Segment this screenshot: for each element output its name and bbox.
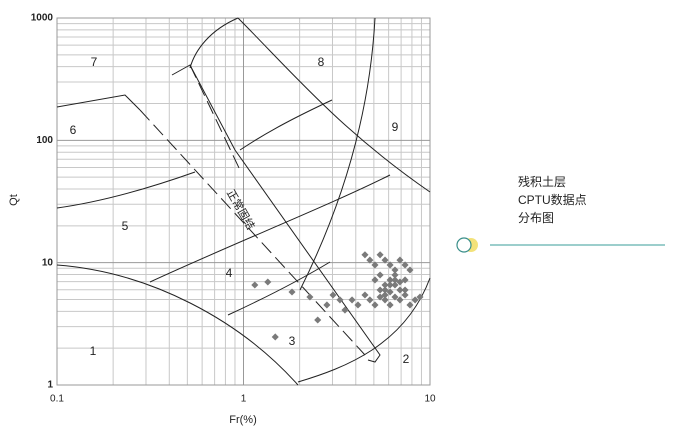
zone-label: 7 [91,55,98,69]
y-tick-label: 1000 [31,13,54,24]
data-point [391,281,399,289]
y-tick-label: 10 [42,257,54,268]
data-point [381,291,389,299]
zone-label: 6 [70,123,77,137]
data-point [371,261,379,269]
data-point [314,316,322,324]
zone-label: 8 [318,55,325,69]
data-point [354,301,362,309]
boundary [56,94,141,111]
data-point [386,288,394,296]
zone-label: 2 [403,352,410,366]
data-point [386,281,394,289]
data-point [348,296,356,304]
zone-label: 4 [226,266,233,280]
data-point [376,251,384,259]
data-point [416,293,424,301]
data-point [376,271,384,279]
data-point [341,306,349,314]
boundary [239,99,333,151]
legend-text: 残积土层 [518,175,566,189]
legend-text: 分布图 [518,211,554,225]
data-point [391,276,399,284]
data-point [411,296,419,304]
band-edge [139,109,366,356]
band-edge [171,64,381,363]
data-point [386,261,394,269]
legend: 残积土层 CPTU数据点 分布图 [456,175,665,253]
data-point [306,293,314,301]
boundary [299,17,376,291]
grid [56,17,431,386]
data-point [406,266,414,274]
zone-label: 3 [289,334,296,348]
x-axis-label: Fr(%) [229,414,257,426]
data-point [366,296,374,304]
data-point [376,286,384,294]
data-point [323,301,331,309]
data-point [288,288,296,296]
data-point [381,256,389,264]
zone-label: 9 [392,120,399,134]
zone-label: 5 [122,219,129,233]
data-point [401,286,409,294]
data-point [251,281,259,289]
boundary [56,171,196,209]
legend-text: CPTU数据点 [518,192,587,207]
data-point [336,296,344,304]
x-tick-label: 1 [241,394,247,405]
boundary [227,261,331,316]
data-point [371,301,379,309]
data-point [386,301,394,309]
data-point [361,251,369,259]
y-tick-label: 1 [47,380,53,391]
data-point [381,281,389,289]
boundary [149,174,391,283]
data-point [366,256,374,264]
x-tick-label: 0.1 [50,394,64,405]
legend-icon [456,237,472,253]
data-point [361,291,369,299]
data-point [329,291,337,299]
boundary [56,264,299,386]
data-point [396,256,404,264]
zone-label: 1 [90,344,97,358]
data-point [264,278,272,286]
y-tick-label: 100 [36,135,53,146]
data-point [401,291,409,299]
data-point [381,296,389,304]
x-tick-label: 10 [424,394,436,405]
data-point [391,271,399,279]
data-point [401,276,409,284]
zone-boundaries [56,17,431,386]
data-point [406,301,414,309]
data-point [396,286,404,294]
data-point [401,261,409,269]
plot-area [251,251,424,341]
data-point [386,276,394,284]
data-point [371,276,379,284]
data-point [271,333,279,341]
data-point [396,296,404,304]
boundary [237,17,431,193]
y-axis-label: Qt [8,194,20,206]
zone-label: 正常固结 [224,187,257,232]
data-point [391,266,399,274]
boundary [189,17,239,69]
data-point [391,293,399,301]
